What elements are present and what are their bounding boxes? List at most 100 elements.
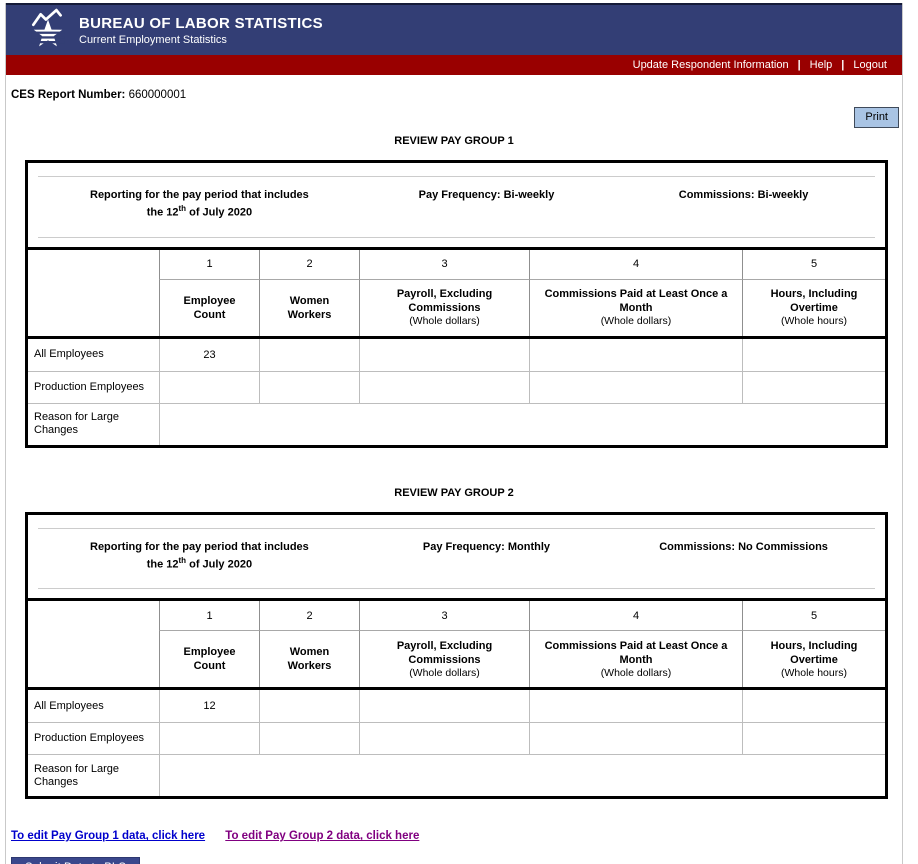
cell-hours [742, 722, 885, 755]
reporting-line1: Reporting for the pay period that includ… [90, 540, 309, 553]
cell-employee-count: 12 [159, 690, 259, 723]
table-row-production-employees: Production Employees [28, 722, 885, 755]
thick-divider [28, 687, 885, 691]
pay-group-2-title: REVIEW PAY GROUP 2 [394, 486, 514, 499]
edit-pay-group-2-link[interactable]: To edit Pay Group 2 data, click here [225, 830, 420, 843]
column-header-payroll: Payroll, Excluding Commissions (Whole do… [359, 630, 529, 688]
pay-group-2-table: Reporting for the pay period that includ… [25, 511, 888, 800]
column-header-row: Employee Count Women Workers Payroll, Ex… [28, 630, 885, 688]
cell-employee-count [159, 722, 259, 755]
column-number: 1 [159, 601, 259, 631]
cell-employee-count: 23 [159, 338, 259, 371]
cell-employee-count [159, 370, 259, 403]
reporting-line2-end: of July 2020 [186, 558, 253, 571]
pay-group-1-table: Reporting for the pay period that includ… [25, 160, 888, 448]
edit-links-row: To edit Pay Group 1 data, click here To … [11, 830, 902, 842]
app-subtitle: Current Employment Statistics [79, 33, 227, 46]
cell-reason [159, 754, 885, 797]
pay-period-section: Reporting for the pay period that includ… [28, 163, 885, 247]
cell-women-workers [259, 722, 359, 755]
cell-commissions [529, 722, 742, 755]
submit-row: Submit Data to BLS [11, 857, 902, 864]
cell-commissions [529, 338, 742, 371]
table-row-production-employees: Production Employees [28, 370, 885, 403]
column-number: 1 [159, 249, 259, 279]
column-number: 3 [359, 601, 529, 631]
column-number: 5 [742, 249, 885, 279]
column-number-row: 1 2 3 4 5 [28, 601, 885, 631]
column-number: 3 [359, 249, 529, 279]
ces-report-number: CES Report Number: 660000001 [11, 89, 902, 101]
table-row-all-employees: All Employees 23 [28, 338, 885, 371]
cell-payroll [359, 370, 529, 403]
ces-report-number-value: 660000001 [128, 89, 187, 101]
row-label: Production Employees [28, 370, 159, 403]
thick-divider [28, 335, 885, 339]
row-label: Production Employees [28, 722, 159, 754]
cell-commissions [529, 690, 742, 723]
edit-pay-group-1-link[interactable]: To edit Pay Group 1 data, click here [11, 830, 206, 843]
column-number: 4 [529, 249, 742, 279]
nav-separator: | [797, 59, 801, 71]
thick-divider [28, 246, 885, 250]
table-row-all-employees: All Employees 12 [28, 690, 885, 723]
reporting-line2: the 12 [146, 558, 179, 571]
stub-cell [28, 601, 159, 630]
bls-logo-icon [31, 8, 65, 47]
pay-frequency: Pay Frequency: Monthly [422, 540, 551, 553]
reporting-ordinal: th [178, 204, 187, 213]
commissions-frequency: Commissions: Bi-weekly [678, 189, 809, 201]
column-header-hours: Hours, Including Overtime (Whole hours) [742, 278, 885, 336]
nav-separator: | [841, 59, 845, 71]
submit-data-button[interactable]: Submit Data to BLS [11, 857, 140, 864]
commissions-frequency: Commissions: No Commissions [659, 540, 828, 553]
divider [38, 236, 875, 238]
column-number: 2 [259, 601, 359, 631]
cell-hours [742, 370, 885, 403]
reporting-period: Reporting for the pay period that includ… [28, 188, 371, 220]
banner-text: BUREAU OF LABOR STATISTICS Current Emplo… [79, 15, 323, 46]
stub-cell [28, 250, 159, 279]
reporting-line2: the 12 [146, 206, 179, 219]
stub-cell [28, 630, 159, 687]
nav-help-link[interactable]: Help [809, 59, 833, 71]
column-header-women-workers: Women Workers [259, 630, 359, 688]
page-frame: BUREAU OF LABOR STATISTICS Current Emplo… [5, 3, 903, 864]
nav-update-respondent-link[interactable]: Update Respondent Information [632, 59, 789, 71]
row-label: Reason for Large Changes [28, 402, 159, 445]
stub-cell [28, 279, 159, 336]
reporting-line2-end: of July 2020 [186, 206, 253, 219]
cell-women-workers [259, 690, 359, 723]
column-header-payroll: Payroll, Excluding Commissions (Whole do… [359, 278, 529, 336]
column-number: 5 [742, 601, 885, 631]
reporting-line1: Reporting for the pay period that includ… [90, 189, 309, 201]
nav-logout-link[interactable]: Logout [853, 59, 887, 71]
cell-reason [159, 402, 885, 445]
column-number: 2 [259, 249, 359, 279]
pay-period-section: Reporting for the pay period that includ… [28, 515, 885, 599]
cell-hours [742, 690, 885, 723]
thick-divider [28, 598, 885, 602]
bls-header-banner: BUREAU OF LABOR STATISTICS Current Emplo… [6, 3, 902, 55]
divider [38, 588, 875, 590]
cell-commissions [529, 370, 742, 403]
table-row-reason-for-large-changes: Reason for Large Changes [28, 754, 885, 797]
column-header-women-workers: Women Workers [259, 278, 359, 336]
ces-report-number-label: CES Report Number: [11, 89, 126, 101]
divider [38, 176, 875, 177]
cell-payroll [359, 722, 529, 755]
divider [38, 527, 875, 529]
cell-women-workers [259, 370, 359, 403]
column-number-row: 1 2 3 4 5 [28, 249, 885, 279]
column-header-row: Employee Count Women Workers Payroll, Ex… [28, 278, 885, 336]
row-label: All Employees [34, 699, 104, 712]
cell-payroll [359, 338, 529, 371]
top-nav-bar: Update Respondent Information | Help | L… [6, 55, 902, 75]
pay-frequency: Pay Frequency: Bi-weekly [418, 189, 555, 201]
print-button[interactable]: Print [854, 107, 899, 128]
reporting-period: Reporting for the pay period that includ… [28, 540, 371, 572]
cell-women-workers [259, 338, 359, 371]
cell-payroll [359, 690, 529, 723]
agency-title: BUREAU OF LABOR STATISTICS [79, 14, 323, 32]
print-row: Print [6, 107, 902, 129]
